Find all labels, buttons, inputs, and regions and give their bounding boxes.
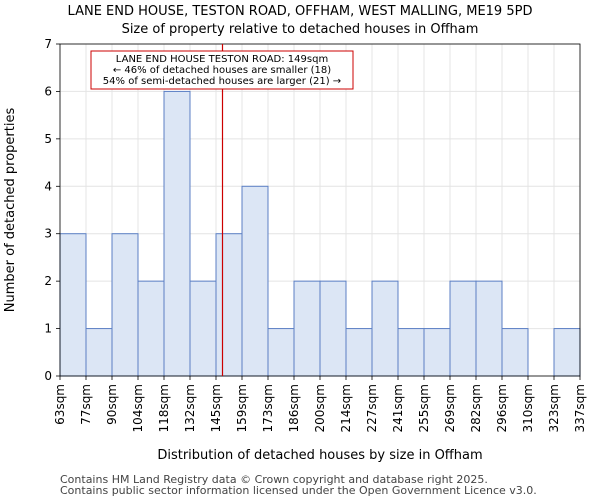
annotation-line-1: LANE END HOUSE TESTON ROAD: 149sqm [116,54,328,65]
chart-title: LANE END HOUSE, TESTON ROAD, OFFHAM, WES… [68,4,533,19]
bar-145sqm [215,233,243,377]
x-tick-label-186sqm: 186sqm [287,384,301,432]
bar-214sqm [345,328,373,377]
bar-132sqm [189,280,217,377]
chart-subtitle: Size of property relative to detached ho… [122,22,479,37]
x-tick-label-296sqm: 296sqm [495,384,509,432]
x-tick-label-63sqm: 63sqm [53,384,67,425]
x-tick-label-118sqm: 118sqm [157,384,171,432]
bar-63sqm [59,233,87,377]
x-tick-label-227sqm: 227sqm [365,384,379,432]
x-tick-label-269sqm: 269sqm [443,384,457,432]
footer-line-2: Contains public sector information licen… [60,484,537,497]
bar-296sqm [501,328,529,377]
bar-159sqm [241,185,269,377]
footer-line-1: Contains HM Land Registry data © Crown c… [60,473,488,486]
y-tick-label-6: 6 [44,84,52,98]
x-tick-label-159sqm: 159sqm [235,384,249,432]
y-tick-label-7: 7 [44,37,52,51]
x-tick-label-104sqm: 104sqm [131,384,145,432]
x-tick-label-90sqm: 90sqm [105,384,119,425]
x-tick-label-241sqm: 241sqm [391,384,405,432]
bar-77sqm [85,328,113,377]
bar-241sqm [397,328,425,377]
x-tick-label-145sqm: 145sqm [209,384,223,432]
bar-104sqm [137,280,165,377]
bar-269sqm [449,280,477,377]
bar-186sqm [293,280,321,377]
bar-90sqm [111,233,139,377]
bar-255sqm [423,328,451,377]
annotation-line-2: ← 46% of detached houses are smaller (18… [113,65,331,76]
x-tick-label-214sqm: 214sqm [339,384,353,432]
y-tick-label-2: 2 [44,274,52,288]
x-tick-label-310sqm: 310sqm [521,384,535,432]
bars-group [59,90,581,377]
bar-282sqm [475,280,503,377]
x-tick-label-77sqm: 77sqm [79,384,93,425]
bar-227sqm [371,280,399,377]
x-tick-label-200sqm: 200sqm [313,384,327,432]
annotation-box: LANE END HOUSE TESTON ROAD: 149sqm ← 46%… [90,50,354,90]
bar-200sqm [319,280,347,377]
plot-frame [59,43,581,377]
annotation-line-3: 54% of semi-detached houses are larger (… [103,76,341,87]
y-axis-ticks: 0 1 2 3 4 5 6 7 [44,37,60,383]
y-axis-label: Number of detached properties [3,108,18,313]
x-tick-label-132sqm: 132sqm [183,384,197,432]
bar-323sqm [553,328,581,377]
x-tick-label-337sqm: 337sqm [573,384,587,432]
bar-173sqm [267,328,295,377]
x-tick-label-255sqm: 255sqm [417,384,431,432]
x-tick-label-282sqm: 282sqm [469,384,483,432]
bar-118sqm [163,90,191,377]
y-tick-label-4: 4 [44,179,52,193]
y-tick-label-0: 0 [44,369,52,383]
y-tick-label-3: 3 [44,227,52,241]
y-tick-label-1: 1 [44,322,52,336]
y-tick-label-5: 5 [44,132,52,146]
x-tick-label-323sqm: 323sqm [547,384,561,432]
x-axis-ticks: 63sqm 77sqm 90sqm 104sqm 118sqm 132sqm 145sqm 1… [53,376,587,432]
x-tick-label-173sqm: 173sqm [261,384,275,432]
x-axis-label: Distribution of detached houses by size … [157,448,482,463]
